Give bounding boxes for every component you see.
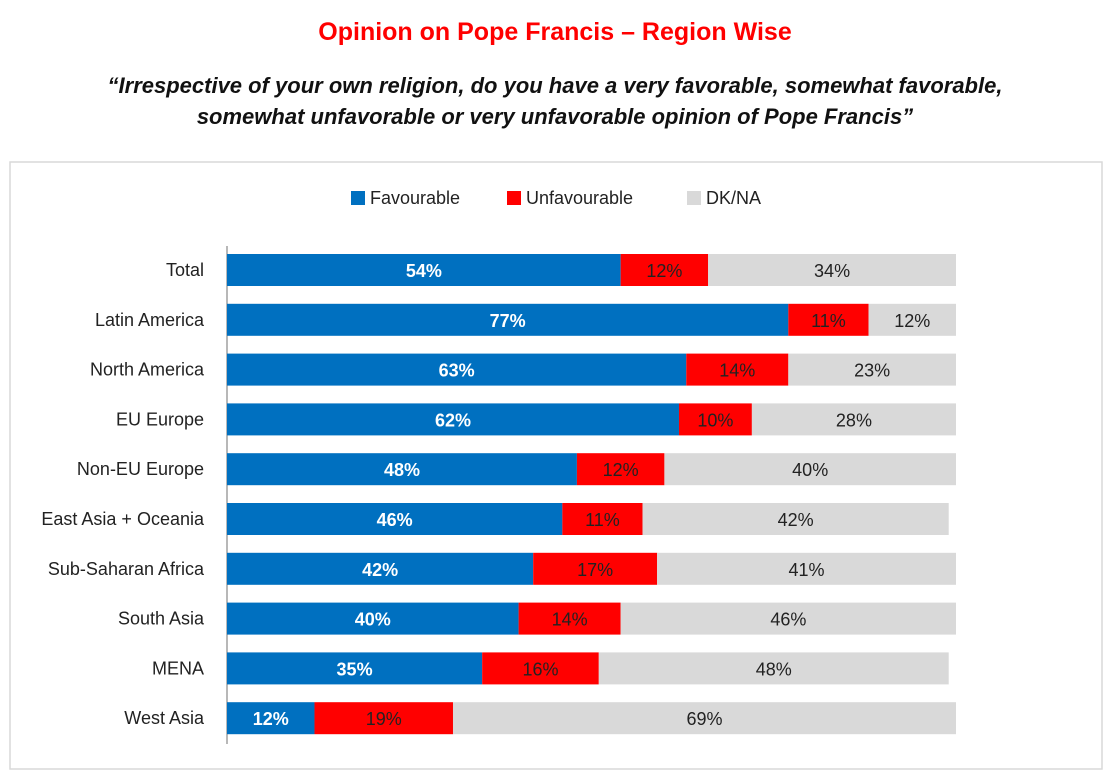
data-label: 63%	[439, 361, 475, 381]
data-label: 69%	[686, 709, 722, 729]
bar-dkna	[868, 303, 956, 336]
subtitle-line-1: “Irrespective of your own religion, do y…	[107, 73, 1003, 98]
legend-label-2: DK/NA	[706, 188, 761, 208]
bar-unfavourable	[788, 303, 869, 336]
data-label: 12%	[646, 261, 682, 281]
category-label: South Asia	[118, 609, 205, 629]
bar-dkna	[664, 453, 956, 486]
data-label: 35%	[337, 659, 373, 679]
bar-favourable	[227, 552, 534, 585]
data-label: 46%	[377, 510, 413, 530]
bar-favourable	[227, 702, 315, 735]
data-label: 54%	[406, 261, 442, 281]
bar-unfavourable	[482, 652, 599, 685]
legend-swatch-1	[507, 191, 521, 205]
category-label: Sub-Saharan Africa	[48, 559, 205, 579]
bar-dkna	[708, 254, 956, 286]
category-label: EU Europe	[116, 409, 204, 429]
chart-subtitle: “Irrespective of your own religion, do y…	[0, 70, 1110, 132]
bar-favourable	[227, 453, 577, 486]
data-label: 48%	[756, 659, 792, 679]
legend-label-1: Unfavourable	[526, 188, 633, 208]
category-label: Latin America	[95, 310, 205, 330]
legend-swatch-2	[687, 191, 701, 205]
data-label: 41%	[789, 560, 825, 580]
data-label: 14%	[719, 361, 755, 381]
data-label: 34%	[814, 261, 850, 281]
bar-favourable	[227, 303, 789, 336]
data-label: 28%	[836, 410, 872, 430]
bar-unfavourable	[562, 503, 643, 535]
chart-frame	[9, 161, 1103, 770]
data-label: 40%	[355, 610, 391, 630]
bar-favourable	[227, 503, 563, 535]
bar-dkna	[788, 353, 956, 386]
data-label: 10%	[697, 410, 733, 430]
bar-dkna	[452, 702, 956, 735]
data-label: 11%	[811, 311, 846, 331]
chart-title: Opinion on Pope Francis – Region Wise	[318, 18, 792, 46]
data-label: 14%	[552, 610, 588, 630]
bar-dkna	[642, 503, 949, 535]
category-label: Non-EU Europe	[77, 459, 204, 479]
subtitle-line-2: somewhat unfavorable or very unfavorable…	[196, 104, 914, 129]
bar-favourable	[227, 652, 483, 685]
data-label: 16%	[522, 659, 558, 679]
bar-dkna	[751, 403, 956, 436]
bar-unfavourable	[533, 552, 658, 585]
bar-dkna	[598, 652, 949, 685]
legend-label-0: Favourable	[370, 188, 460, 208]
data-label: 11%	[585, 510, 620, 530]
bar-unfavourable	[678, 403, 752, 436]
data-label: 19%	[366, 709, 402, 729]
bar-unfavourable	[518, 602, 621, 635]
bar-favourable	[227, 602, 519, 635]
data-label: 48%	[384, 460, 420, 480]
bar-favourable	[227, 403, 679, 436]
bar-dkna	[620, 602, 956, 635]
data-label: 12%	[894, 311, 930, 331]
data-label: 62%	[435, 410, 471, 430]
data-label: 77%	[490, 311, 526, 331]
category-label: East Asia + Oceania	[41, 509, 205, 529]
category-label: North America	[90, 360, 205, 380]
bar-unfavourable	[314, 702, 453, 735]
data-label: 23%	[854, 361, 890, 381]
category-label: West Asia	[124, 708, 205, 728]
data-label: 46%	[770, 610, 806, 630]
data-label: 40%	[792, 460, 828, 480]
data-label: 42%	[778, 510, 814, 530]
data-label: 42%	[362, 560, 398, 580]
category-label: MENA	[152, 658, 204, 678]
category-label: Total	[166, 260, 204, 280]
data-label: 12%	[603, 460, 639, 480]
bar-unfavourable	[576, 453, 665, 486]
bar-unfavourable	[686, 353, 789, 386]
bar-favourable	[227, 353, 687, 386]
legend-swatch-0	[351, 191, 365, 205]
data-label: 12%	[253, 709, 289, 729]
bar-unfavourable	[620, 254, 709, 286]
bar-favourable	[227, 254, 621, 286]
data-label: 17%	[577, 560, 613, 580]
bar-dkna	[657, 552, 956, 585]
